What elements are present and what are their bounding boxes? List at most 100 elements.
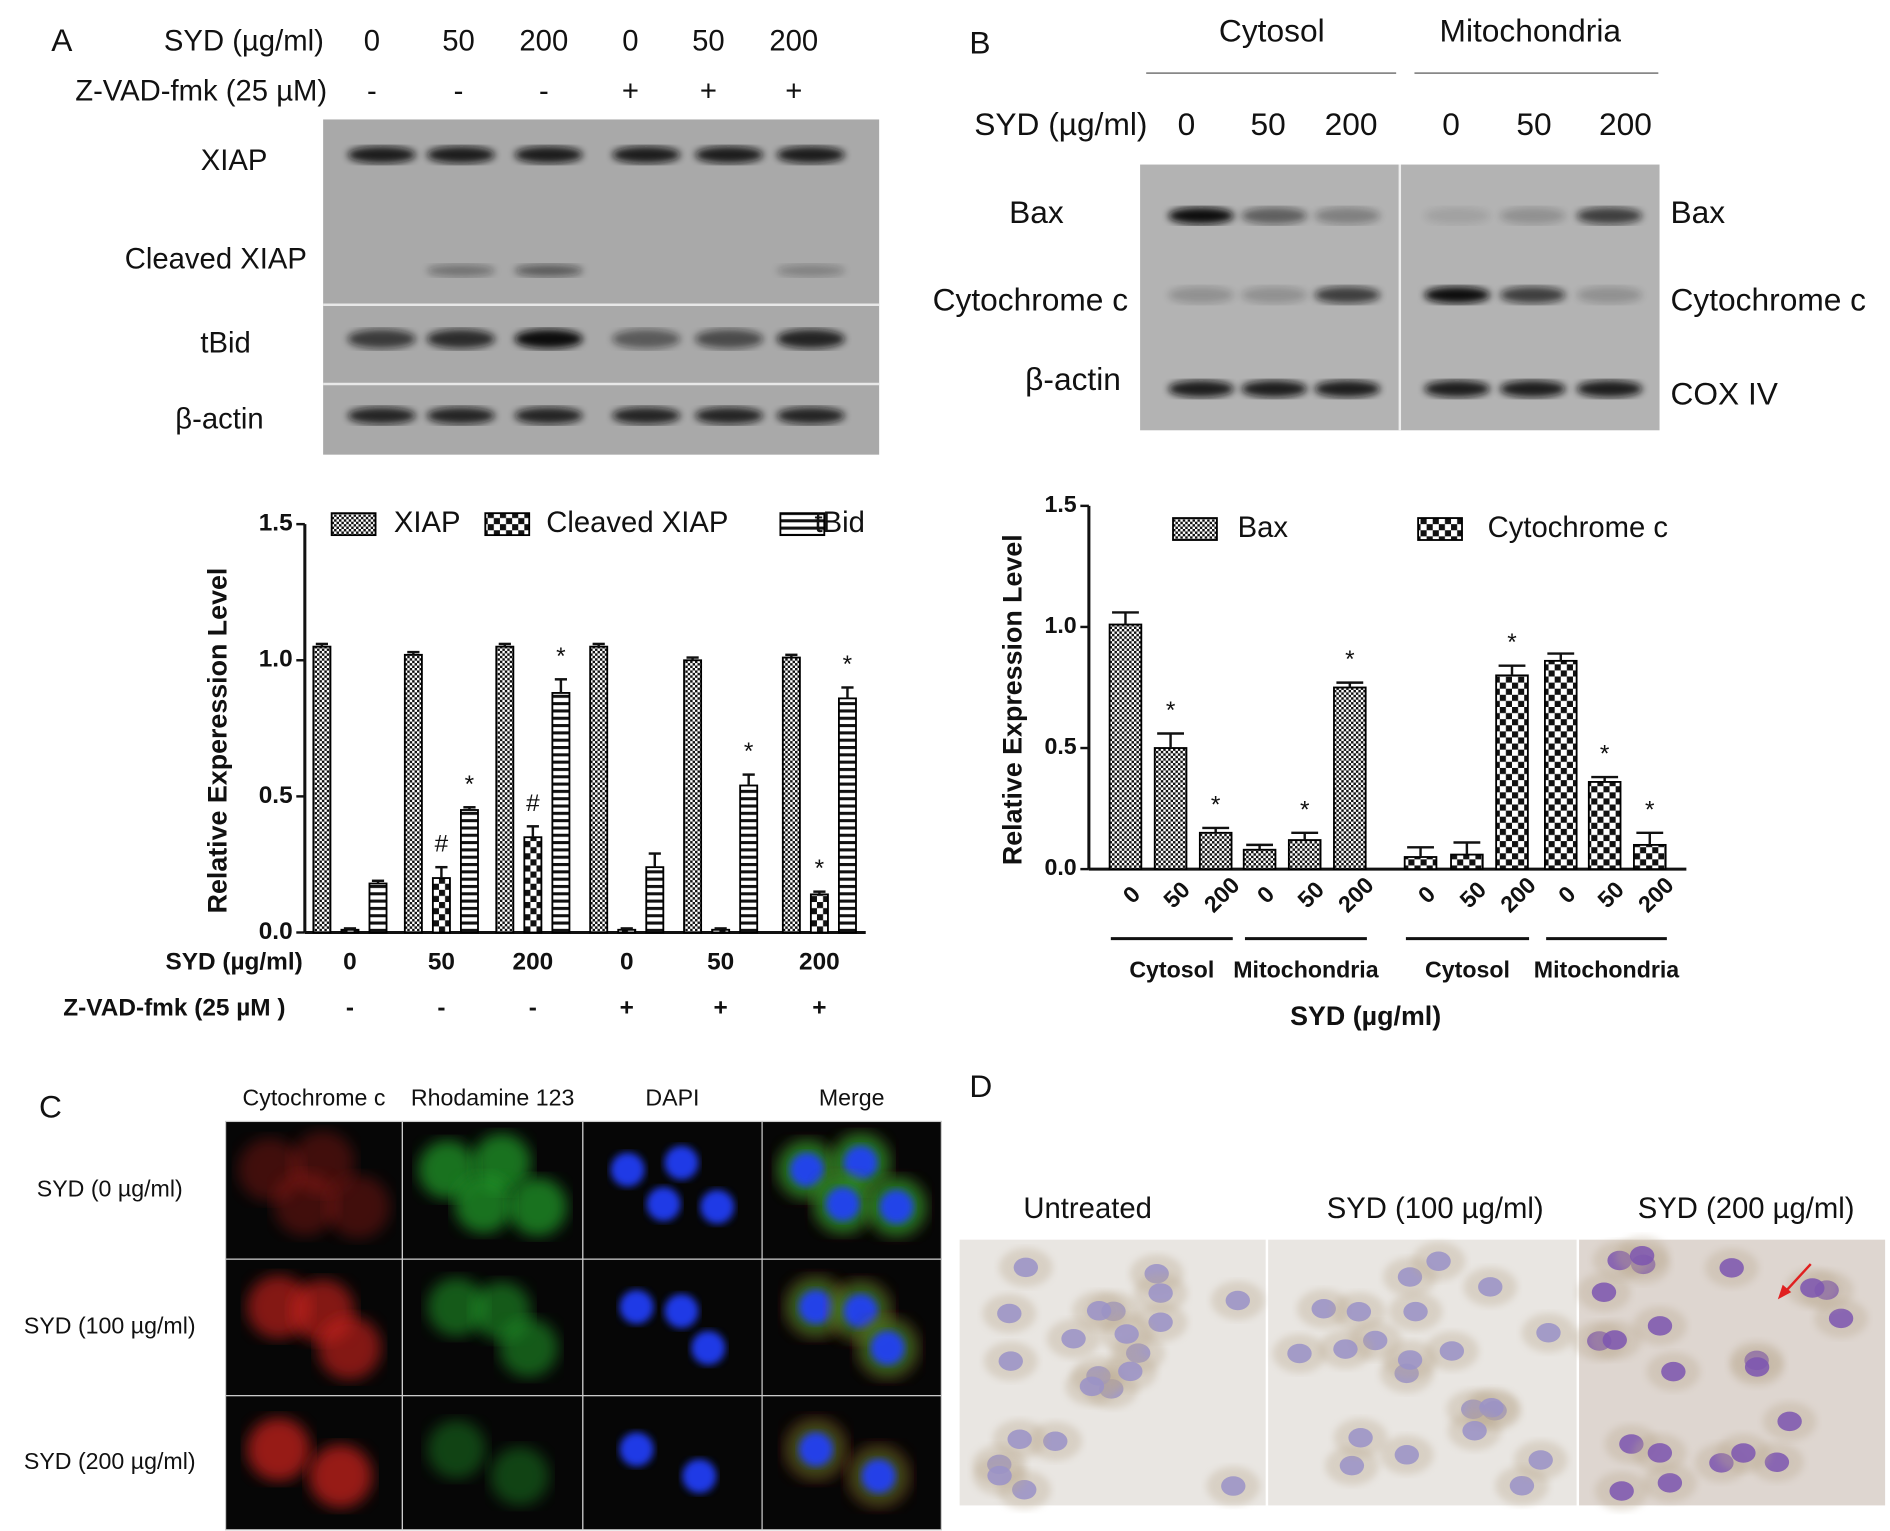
x-tick-label: -: [346, 995, 354, 1022]
x-tick-label: 200: [799, 948, 840, 975]
bar: [683, 659, 703, 934]
bar: [1403, 856, 1438, 871]
x-tick-label: 200: [513, 948, 554, 975]
blot-band: [1168, 380, 1234, 398]
group-label: Cytosol: [1425, 957, 1510, 983]
nucleus: [1731, 1443, 1756, 1463]
blot-band: [612, 329, 681, 349]
header-value: -: [367, 75, 377, 107]
nucleus: [1397, 1350, 1423, 1370]
blot-label: Bax: [1671, 194, 1726, 230]
blot-band: [1314, 380, 1381, 398]
bar: [340, 928, 360, 934]
cell-signal: [427, 1277, 486, 1337]
x-axis-label: SYD (µg/ml): [165, 948, 302, 975]
significance: *: [1211, 791, 1221, 818]
x-axis-label: SYD (µg/ml): [1290, 1001, 1441, 1031]
significance: *: [465, 771, 475, 798]
y-tick-label: 1.0: [1044, 612, 1076, 638]
blot-label: Cytochrome c: [933, 282, 1129, 318]
blot-band: [426, 146, 496, 164]
x-tick-label: 50: [707, 948, 734, 975]
blot-band: [776, 329, 846, 349]
nucleus: [843, 1293, 878, 1329]
nucleus: [789, 1152, 824, 1187]
nucleus: [798, 1432, 833, 1467]
blot-band: [347, 146, 416, 164]
significance: #: [435, 831, 449, 858]
significance: *: [1300, 796, 1310, 823]
image-label: SYD (100 µg/ml): [1327, 1193, 1544, 1225]
group-label: Cytosol: [1129, 957, 1214, 983]
nucleus: [646, 1187, 681, 1222]
legend-swatch: [779, 512, 826, 537]
header-value: +: [785, 75, 802, 107]
blot-band: [1168, 286, 1234, 304]
group-label: Mitochondria: [1233, 957, 1380, 983]
nucleus: [1148, 1283, 1173, 1303]
nucleus: [1629, 1245, 1655, 1266]
header-value: 50: [442, 25, 475, 57]
blot-band: [514, 264, 583, 277]
blot-band: [514, 407, 583, 425]
nucleus: [1647, 1443, 1673, 1463]
bar: [460, 809, 479, 934]
nucleus: [998, 1351, 1023, 1371]
blot-band: [695, 146, 764, 164]
image-label: Untreated: [1023, 1193, 1151, 1225]
x-tick-label: 200: [1633, 872, 1679, 918]
blot-label: β-actin: [175, 403, 263, 435]
nucleus: [1462, 1421, 1487, 1441]
nucleus: [1800, 1278, 1825, 1298]
column-label: DAPI: [645, 1085, 699, 1111]
blot-band: [347, 407, 416, 425]
legend-label: Bax: [1238, 512, 1289, 544]
significance: *: [556, 643, 566, 670]
nucleus: [1221, 1476, 1246, 1496]
micrograph: [401, 1395, 584, 1531]
blot-band: [1424, 286, 1491, 304]
blot-band: [1314, 207, 1381, 225]
y-tick-label: 0.5: [259, 782, 293, 809]
legend-swatch: [1417, 517, 1463, 541]
nucleus: [825, 1187, 860, 1222]
row-label: SYD (µg/ml): [974, 106, 1147, 142]
nucleus: [610, 1152, 645, 1187]
panel-label: C: [39, 1089, 62, 1125]
cell-signal: [454, 1174, 513, 1234]
bar: [431, 877, 451, 934]
cell-signal: [308, 1444, 373, 1508]
header-value: 200: [1325, 106, 1378, 142]
nucleus: [1657, 1473, 1683, 1493]
x-tick-label: 0: [620, 948, 634, 975]
x-tick-label: +: [714, 995, 728, 1022]
legend-label: Cytochrome c: [1488, 512, 1668, 544]
nucleus: [1007, 1429, 1032, 1449]
legend-swatch: [330, 512, 377, 537]
nucleus: [1118, 1361, 1143, 1382]
bar: [1450, 853, 1484, 871]
blot-label: XIAP: [201, 145, 268, 177]
blot-label: Cleaved XIAP: [125, 244, 307, 276]
bar: [1242, 848, 1277, 871]
nucleus: [1744, 1357, 1770, 1377]
nucleus: [861, 1459, 896, 1494]
fraction-label: Cytosol: [1219, 12, 1325, 48]
blot-band: [776, 264, 846, 277]
significance: *: [1645, 796, 1655, 823]
nucleus: [1609, 1481, 1634, 1501]
bar: [739, 784, 759, 934]
row-label: SYD (0 µg/ml): [37, 1175, 183, 1201]
bar: [809, 893, 829, 934]
header-value: 0: [622, 25, 638, 57]
nucleus: [879, 1189, 914, 1224]
blot-band: [1499, 380, 1566, 398]
nucleus: [870, 1330, 905, 1365]
x-tick-label: +: [620, 995, 634, 1022]
x-tick-label: 200: [1495, 872, 1541, 918]
blot-band: [1499, 286, 1566, 304]
column-label: Rhodamine 123: [411, 1085, 575, 1111]
y-tick-label: 1.5: [259, 510, 293, 537]
header-value: 200: [1599, 106, 1652, 142]
